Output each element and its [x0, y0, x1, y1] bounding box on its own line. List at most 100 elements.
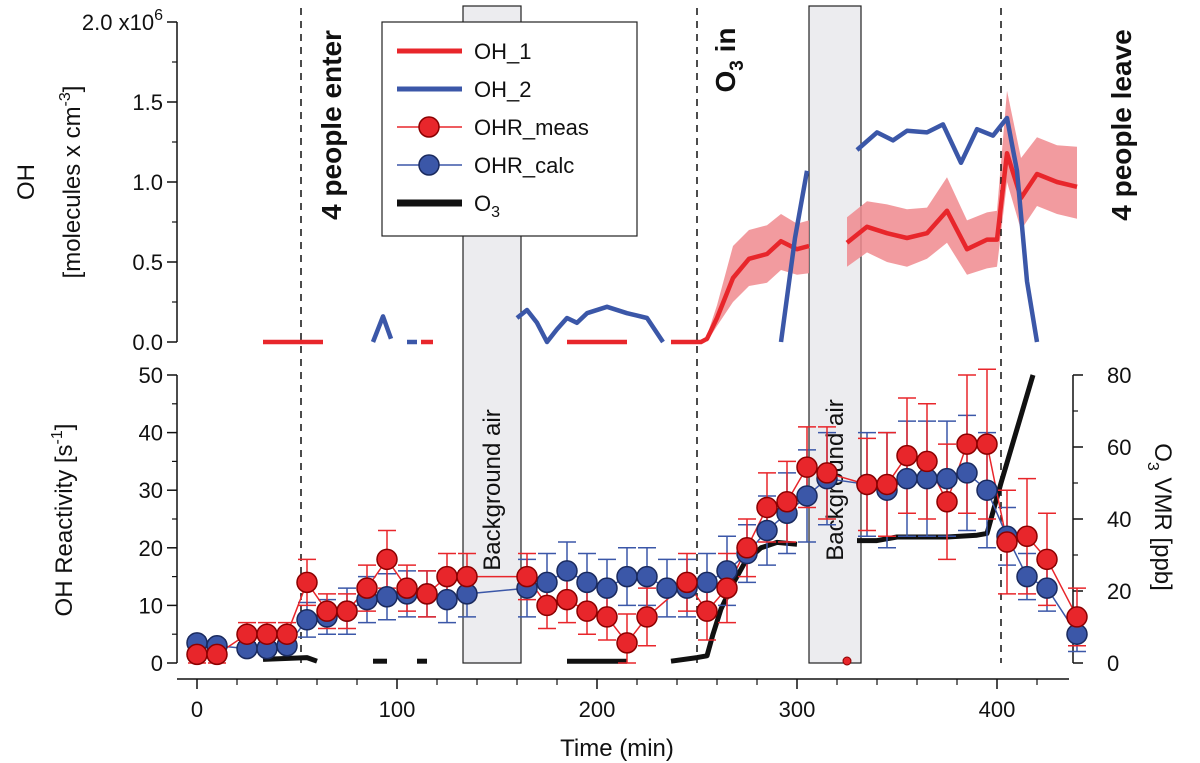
annotations: 4 people enter O3 in 4 people leave	[316, 27, 1137, 220]
data-point-ohr-meas	[396, 577, 418, 599]
x-tick-label: 100	[379, 697, 416, 722]
data-point-ohr-meas	[456, 565, 478, 588]
series-line-oh-2	[370, 314, 394, 343]
series-line-o3	[670, 539, 798, 664]
data-point-ohr-meas	[186, 643, 208, 666]
top-y-axis-units-close: ]	[59, 86, 86, 93]
top-y-tick-label: 0.5	[132, 250, 163, 275]
data-point-ohr-meas	[996, 531, 1018, 553]
data-point-ohr-meas	[336, 600, 358, 622]
top-y-tick-label: 1.0	[132, 170, 163, 195]
data-point-outlier	[842, 656, 852, 666]
data-point-ohr-meas	[876, 473, 898, 496]
data-point-ohr-calc	[796, 485, 818, 507]
data-point-ohr-meas	[436, 565, 458, 588]
oh1-band-segment	[707, 214, 809, 342]
series-line-oh-2	[778, 170, 810, 343]
data-point-ohr-meas	[1066, 606, 1088, 628]
legend-label: OH_1	[474, 39, 531, 64]
data-point-ohr-meas	[776, 490, 798, 513]
bottom-y-tick-label: 20	[139, 536, 163, 561]
top-y-tick-exponent: 6	[154, 7, 163, 24]
x-tick-label: 400	[979, 697, 1016, 722]
oh1-uncertainty-band	[707, 90, 1077, 342]
data-point-ohr-meas	[376, 548, 398, 571]
bottom-y-axis-title-exponent: -1	[49, 430, 66, 444]
legend-label: OH_2	[474, 77, 531, 102]
axes: 0.00.51.01.52.0 x10601020304050020406080…	[13, 7, 1176, 762]
data-point-ohr-calc	[976, 479, 998, 501]
top-y-axis-title: OH	[13, 164, 40, 200]
legend-label: OHR_calc	[474, 153, 574, 178]
data-point-ohr-calc	[896, 467, 918, 490]
y2-tick-label: 20	[1107, 579, 1131, 604]
series-line-o3	[262, 655, 318, 664]
event-lines	[300, 8, 1002, 663]
data-point-ohr-calc	[616, 565, 638, 588]
bottom-y-axis-title-close: ]	[51, 424, 78, 431]
data-point-ohr-meas	[716, 577, 738, 599]
bottom-panel-series	[186, 368, 1088, 666]
data-point-ohr-meas	[896, 444, 918, 467]
y2-tick-label: 80	[1107, 363, 1131, 388]
legend-label: OHR_meas	[474, 115, 589, 140]
y2-axis-title-rest: VMR [ppb]	[1149, 471, 1176, 591]
data-point-ohr-meas	[616, 632, 638, 654]
legend-swatch-marker	[418, 154, 440, 176]
legend-label-subscript: 3	[491, 204, 500, 221]
data-point-ohr-meas	[916, 450, 938, 473]
data-point-ohr-meas	[1036, 548, 1058, 571]
annotation-subscript: 3	[727, 60, 748, 71]
background-region-label: Background air	[479, 409, 506, 570]
data-point-ohr-calc	[696, 571, 718, 594]
oh1-band-segment	[847, 90, 1077, 275]
background-region	[808, 5, 862, 664]
annotation-label: 4 people enter	[316, 30, 347, 220]
data-point-ohr-meas	[736, 537, 758, 559]
x-tick-label: 300	[779, 697, 816, 722]
data-point-ohr-meas	[556, 588, 578, 611]
data-point-ohr-meas	[936, 490, 958, 513]
data-point-ohr-calc	[576, 571, 598, 594]
data-point-ohr-calc	[1016, 565, 1038, 588]
series-line-oh-1	[845, 150, 1078, 252]
data-point-ohr-meas	[516, 565, 538, 588]
data-point-ohr-meas	[756, 496, 778, 519]
data-point-ohr-meas	[276, 623, 298, 645]
data-point-ohr-meas	[576, 600, 598, 622]
y2-axis-title: O3 VMR [ppb]	[1144, 443, 1176, 591]
data-point-ohr-meas	[816, 462, 838, 484]
data-point-ohr-calc	[556, 560, 578, 582]
data-point-ohr-meas	[356, 577, 378, 599]
x-tick-label: 0	[191, 697, 203, 722]
data-point-ohr-meas	[696, 600, 718, 622]
top-y-tick-label: 1.5	[132, 90, 163, 115]
top-panel-series	[263, 115, 1078, 345]
data-point-ohr-calc	[296, 609, 318, 631]
data-point-ohr-meas	[236, 623, 258, 645]
data-point-ohr-calc	[936, 467, 958, 490]
data-point-ohr-calc	[656, 577, 678, 599]
series-line-oh-2	[515, 304, 665, 345]
data-point-ohr-meas	[536, 594, 558, 617]
data-point-ohr-meas	[206, 643, 228, 666]
y2-tick-label: 0	[1107, 651, 1119, 676]
x-axis-title: Time (min)	[560, 735, 674, 762]
annotation-label: 4 people leave	[1106, 29, 1137, 220]
annotation-rest: in	[710, 27, 741, 60]
series-line-oh-1	[671, 238, 810, 345]
y2-axis-title-subscript: 3	[1144, 462, 1161, 471]
bottom-y-tick-label: 40	[139, 421, 163, 446]
data-point-ohr-meas	[416, 583, 438, 605]
top-y-axis-units-exponent: -3	[57, 92, 74, 106]
bottom-y-tick-label: 0	[151, 651, 163, 676]
data-point-ohr-meas	[1016, 525, 1038, 548]
top-y-tick-label: 2.0 x106	[82, 7, 163, 35]
data-point-ohr-meas	[636, 606, 658, 628]
data-point-ohr-calc	[536, 571, 558, 594]
legend-swatch-marker	[418, 116, 440, 138]
data-point-ohr-calc	[436, 588, 458, 611]
data-point-ohr-calc	[956, 462, 978, 484]
